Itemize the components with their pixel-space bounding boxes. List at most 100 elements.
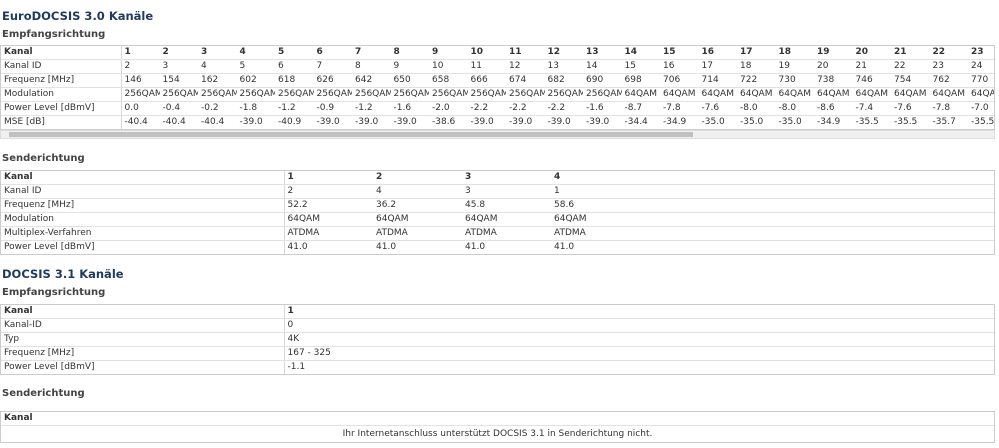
cell: -7.6 bbox=[698, 101, 737, 116]
cell: 3 bbox=[462, 184, 551, 199]
cell: 64QAM bbox=[373, 212, 462, 227]
cell: 167 - 325 bbox=[284, 346, 994, 361]
cell: 4K bbox=[284, 332, 994, 347]
cell: -8.0 bbox=[737, 101, 776, 116]
cell: 10 bbox=[429, 59, 468, 74]
cell: -7.6 bbox=[891, 101, 930, 116]
cell: 738 bbox=[814, 73, 853, 88]
table-wrap: Kanal 1 2 3 4 Kanal ID 2 4 3 1 Frequenz [MHz] 52.2 3… bbox=[0, 170, 995, 255]
scrollbar[interactable] bbox=[0, 130, 995, 139]
cell: 1 bbox=[284, 171, 373, 185]
cell: 64QAM bbox=[621, 87, 660, 102]
empty-cell bbox=[640, 184, 994, 199]
cell: 674 bbox=[506, 73, 545, 88]
cell: 2 bbox=[373, 171, 462, 185]
row-label: Typ bbox=[1, 332, 285, 347]
cell: 658 bbox=[429, 73, 468, 88]
table-wrap: Kanal Ihr Internetanschluss unterstützt D… bbox=[0, 411, 995, 443]
table-row: Kanal ID 2 4 3 1 bbox=[1, 184, 994, 199]
cell: 9 bbox=[390, 59, 429, 74]
cell: 16 bbox=[698, 46, 737, 60]
cell: 12 bbox=[506, 59, 545, 74]
cell: 746 bbox=[852, 73, 891, 88]
cell: 64QAM bbox=[929, 87, 968, 102]
cell: 6 bbox=[313, 46, 352, 60]
table-row: Power Level [dBmV] 41.0 41.0 41.0 41.0 bbox=[1, 240, 994, 254]
data-table: Kanal 1 2 3 4 Kanal ID 2 4 3 1 Frequenz [MHz] 52.2 3… bbox=[1, 171, 994, 254]
cell: 12 bbox=[544, 46, 583, 60]
data-table: Kanal 1 2 3 4 5 6 7 8 9 10 11 12 13 14 15 16 17 18 19 20 21 22… bbox=[1, 46, 995, 129]
cell: 682 bbox=[544, 73, 583, 88]
cell: -2.2 bbox=[506, 101, 545, 116]
header-row: Kanal 1 2 3 4 5 6 7 8 9 10 11 12 13 14 15 16 17 18 19 20 21 22… bbox=[1, 46, 994, 60]
row-label: Kanal-ID bbox=[1, 318, 285, 333]
cell: 5 bbox=[236, 59, 275, 74]
cell: ATDMA bbox=[284, 226, 373, 241]
cell: 714 bbox=[698, 73, 737, 88]
cell: 19 bbox=[814, 46, 853, 60]
cell: -1.8 bbox=[236, 101, 275, 116]
cell: 13 bbox=[544, 59, 583, 74]
section-title: EuroDOCSIS 3.0 Kanäle bbox=[2, 9, 154, 23]
cell: 754 bbox=[891, 73, 930, 88]
cell: -0.4 bbox=[159, 101, 198, 116]
cell: -40.9 bbox=[278, 117, 302, 127]
row-label: Kanal bbox=[1, 305, 285, 319]
cell: -40.4 bbox=[124, 117, 148, 127]
table-row: Frequenz [MHz] 167 - 325 bbox=[1, 346, 994, 361]
cell: -35.0 bbox=[701, 117, 725, 127]
cell: -1.2 bbox=[352, 101, 391, 116]
cell: 22 bbox=[891, 59, 930, 74]
cell: 64QAM bbox=[698, 87, 737, 102]
cell: -34.9 bbox=[663, 117, 687, 127]
cell: 706 bbox=[660, 73, 699, 88]
table-row: Power Level [dBmV] 0.0 -0.4 -0.2 -1.8 -1.2 -0.… bbox=[1, 101, 994, 116]
cell: 58.6 bbox=[551, 198, 640, 213]
cell: 16 bbox=[660, 59, 699, 74]
cell: 64QAM bbox=[462, 212, 551, 227]
cell: 13 bbox=[583, 46, 622, 60]
cell: 2 bbox=[284, 184, 373, 199]
cell: -35.7 bbox=[932, 117, 956, 127]
cell: -8.0 bbox=[775, 101, 814, 116]
row-label: Kanal bbox=[1, 412, 994, 426]
cell: 256QAM bbox=[390, 87, 429, 102]
subsection-title: Empfangsrichtung bbox=[2, 287, 106, 298]
header-row: Kanal bbox=[1, 412, 994, 426]
cell: 146 bbox=[121, 73, 160, 88]
row-label: Modulation bbox=[1, 212, 285, 227]
data-table: Kanal 1 Kanal-ID 0 Typ 4K Frequenz [MHz] 167 - … bbox=[1, 305, 994, 374]
cell: -39.0 bbox=[547, 117, 571, 127]
row-label: Multiplex-Verfahren bbox=[1, 226, 285, 241]
cell: 64QAM bbox=[737, 87, 776, 102]
cell: 256QAM bbox=[236, 87, 275, 102]
table-row: Frequenz [MHz] 146 154 162 602 618 626 642 650 65… bbox=[1, 73, 994, 88]
scroll-thumb[interactable] bbox=[9, 132, 693, 137]
empty-cell bbox=[640, 171, 994, 185]
table-row: Power Level [dBmV] -1.1 bbox=[1, 360, 994, 374]
cell: -35.0 bbox=[740, 117, 764, 127]
header-row: Kanal 1 2 3 4 bbox=[1, 171, 994, 185]
cell: -7.4 bbox=[852, 101, 891, 116]
table-row: Frequenz [MHz] 52.2 36.2 45.8 58.6 bbox=[1, 198, 994, 213]
cell: 41.0 bbox=[376, 242, 397, 252]
empty-cell bbox=[640, 198, 994, 213]
cell: 730 bbox=[775, 73, 814, 88]
cell: -1.6 bbox=[583, 101, 622, 116]
cell: 650 bbox=[390, 73, 429, 88]
cell: 41.0 bbox=[287, 242, 308, 252]
table-row: Kanal ID 2 3 4 5 6 7 8 9 10 11 12 13 14 15 16 17 18 19 20 21… bbox=[1, 59, 994, 74]
cell: 162 bbox=[198, 73, 237, 88]
cell: -0.9 bbox=[313, 101, 352, 116]
cell: 24 bbox=[968, 59, 994, 74]
cell: -7.0 bbox=[968, 101, 994, 116]
empty-cell bbox=[640, 226, 994, 241]
cell: -35.5 bbox=[971, 117, 995, 127]
cell: 41.0 bbox=[554, 242, 575, 252]
cell: 52.2 bbox=[284, 198, 373, 213]
cell: 20 bbox=[814, 59, 853, 74]
cell: 41.0 bbox=[465, 242, 486, 252]
cell: 4 bbox=[198, 59, 237, 74]
cell: 36.2 bbox=[373, 198, 462, 213]
